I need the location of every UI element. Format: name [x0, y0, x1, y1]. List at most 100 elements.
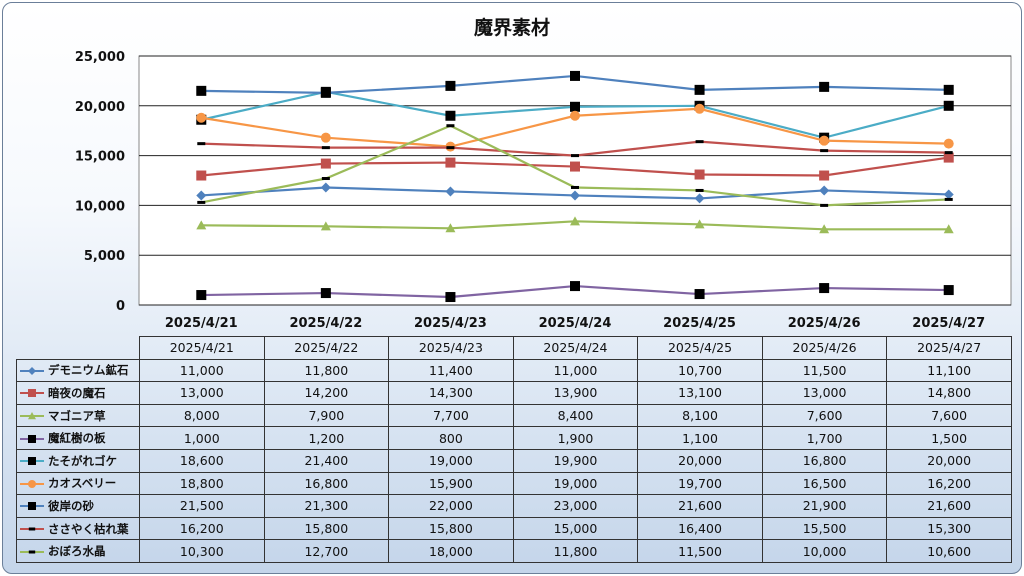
- table-cell: 10,600: [886, 539, 1012, 563]
- data-point: [196, 112, 207, 123]
- data-point: [28, 389, 36, 398]
- table-cell: 10,300: [139, 539, 265, 563]
- table-cell: 13,000: [139, 381, 265, 405]
- table-cell: 8,100: [637, 403, 763, 428]
- series-name: カオスベリー: [48, 476, 117, 491]
- data-point: [695, 188, 704, 192]
- series-legend-cell: 暗夜の魔石: [16, 381, 140, 405]
- data-point: [820, 203, 829, 207]
- series-legend-cell: マゴニア草: [16, 403, 140, 428]
- table-cell: 13,100: [637, 381, 763, 405]
- data-point: [943, 100, 954, 111]
- table-cell: 7,600: [886, 403, 1012, 428]
- table-row: 魔紅樹の板 1,000 1,200 800 1,900 1,100 1,700 1,500: [16, 426, 1012, 450]
- table-cell: 21,600: [637, 494, 763, 518]
- data-point: [445, 223, 456, 233]
- x-tick-label: 2025/4/26: [788, 316, 861, 331]
- data-point: [446, 124, 455, 128]
- table-cell: 20,000: [886, 448, 1012, 473]
- data-point: [28, 412, 36, 420]
- table-row: カオスベリー 18,800 16,800 15,900 19,000 19,700 16,5…: [16, 471, 1012, 496]
- plot-area: 0 5,000 10,000 15,000 20,000 25,000 2025/4/21 2…: [75, 50, 1012, 331]
- legend-key: [20, 479, 44, 488]
- y-tick-label: 0: [116, 299, 125, 314]
- table-cell: 12,700: [263, 539, 390, 563]
- data-point: [196, 85, 207, 96]
- data-point: [819, 81, 830, 92]
- data-point: [570, 281, 580, 292]
- table-cell: 18,800: [139, 471, 265, 496]
- table-cell: 21,600: [886, 494, 1012, 518]
- table-cell: 16,200: [139, 516, 265, 541]
- series-name: 暗夜の魔石: [48, 385, 106, 400]
- table-cell: 8,000: [139, 403, 265, 428]
- table-cell: 1,000: [139, 426, 265, 450]
- data-point: [819, 185, 830, 196]
- data-point: [196, 190, 207, 201]
- data-point: [320, 288, 331, 299]
- table-cell: 16,400: [637, 516, 763, 541]
- series-legend-cell: おぼろ水晶: [16, 539, 140, 563]
- x-tick-label: 2025/4/23: [414, 316, 487, 331]
- x-tick-label: 2025/4/22: [289, 316, 362, 331]
- table-row: 彼岸の砂 21,500 21,300 22,000 23,000 21,600 21,900…: [16, 494, 1012, 518]
- table-row: 暗夜の魔石 13,000 14,200 14,300 13,900 13,100 13,00…: [16, 381, 1012, 405]
- data-point: [28, 502, 36, 511]
- plot-background: [138, 55, 1012, 306]
- table-cell: 19,000: [388, 448, 514, 473]
- data-point: [320, 221, 331, 231]
- table-cell: 1,500: [886, 426, 1012, 450]
- data-point: [321, 177, 330, 181]
- table-cell: 1,700: [761, 426, 888, 450]
- table-cell: 800: [388, 426, 514, 450]
- table-cell: 16,200: [886, 471, 1012, 496]
- data-point: [570, 216, 580, 226]
- data-point: [570, 101, 580, 112]
- data-point: [28, 434, 36, 443]
- table-cell: 19,000: [512, 471, 639, 496]
- table-corner: [16, 336, 140, 360]
- series-legend-cell: カオスベリー: [16, 471, 140, 496]
- data-point: [571, 154, 579, 158]
- data-point: [819, 170, 830, 181]
- series-name: ささやく枯れ葉: [48, 521, 129, 536]
- table-cell: 15,300: [886, 516, 1012, 541]
- series-name: おぼろ水晶: [48, 544, 106, 559]
- series-name: 魔紅樹の板: [48, 431, 106, 446]
- table-column-header: 2025/4/27: [886, 336, 1012, 360]
- table-cell: 16,800: [761, 448, 888, 473]
- table-cell: 16,500: [761, 471, 888, 496]
- series-legend-cell: ささやく枯れ葉: [16, 516, 140, 541]
- data-point: [446, 146, 455, 150]
- data-point: [819, 224, 830, 234]
- table-cell: 21,400: [263, 448, 390, 473]
- data-point: [445, 110, 456, 121]
- data-point: [694, 169, 705, 180]
- table-cell: 21,300: [263, 494, 390, 518]
- table-row: マゴニア草 8,000 7,900 7,700 8,400 8,100 7,600 7,600: [16, 403, 1012, 428]
- table-cell: 1,200: [263, 426, 390, 450]
- table-column-header: 2025/4/24: [512, 336, 639, 360]
- table-cell: 21,500: [139, 494, 265, 518]
- table-cell: 13,000: [761, 381, 888, 405]
- data-point: [320, 132, 331, 143]
- data-point: [944, 151, 953, 155]
- x-tick-label: 2025/4/21: [165, 316, 238, 331]
- data-point: [320, 182, 331, 193]
- data-point: [820, 149, 829, 153]
- data-point: [694, 103, 705, 114]
- table-cell: 15,800: [263, 516, 390, 541]
- legend-key: [20, 550, 44, 554]
- table-cell: 10,700: [637, 358, 763, 383]
- table-cell: 11,100: [886, 358, 1012, 383]
- table-cell: 14,200: [263, 381, 390, 405]
- data-point: [445, 292, 456, 303]
- x-tick-label: 2025/4/24: [539, 316, 612, 331]
- data-point: [196, 170, 207, 181]
- x-tick-label: 2025/4/27: [912, 316, 985, 331]
- table-cell: 7,900: [263, 403, 390, 428]
- data-point: [944, 197, 953, 201]
- table-row: ささやく枯れ葉 16,200 15,800 15,800 15,000 16,400 15,…: [16, 516, 1012, 541]
- data-point: [570, 70, 580, 81]
- table-cell: 11,000: [139, 358, 265, 383]
